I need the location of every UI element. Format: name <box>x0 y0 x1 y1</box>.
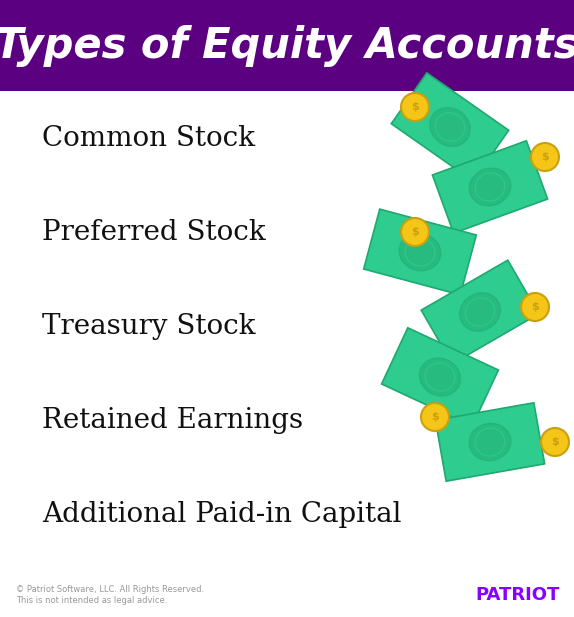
Ellipse shape <box>430 107 470 146</box>
Text: $: $ <box>431 412 439 422</box>
Text: $: $ <box>411 227 419 237</box>
Polygon shape <box>382 328 498 426</box>
Bar <box>0 0 574 91</box>
Text: Common Stock: Common Stock <box>42 125 255 152</box>
Circle shape <box>531 143 559 171</box>
Text: Types of Equity Accounts: Types of Equity Accounts <box>0 25 574 67</box>
Circle shape <box>401 93 429 121</box>
Polygon shape <box>391 73 509 181</box>
Text: $: $ <box>551 437 559 447</box>
Ellipse shape <box>469 423 511 461</box>
Circle shape <box>541 428 569 456</box>
Text: Preferred Stock: Preferred Stock <box>42 219 266 246</box>
Polygon shape <box>432 141 548 233</box>
Polygon shape <box>435 403 545 481</box>
Ellipse shape <box>420 358 460 396</box>
Ellipse shape <box>460 293 501 331</box>
Text: $: $ <box>411 102 419 112</box>
Ellipse shape <box>470 168 511 206</box>
Circle shape <box>521 293 549 321</box>
Text: $: $ <box>531 302 539 312</box>
Circle shape <box>421 403 449 431</box>
Text: Retained Earnings: Retained Earnings <box>42 407 303 434</box>
Circle shape <box>401 218 429 246</box>
Text: $: $ <box>541 152 549 162</box>
Text: © Patriot Software, LLC. All Rights Reserved.
This is not intended as legal advi: © Patriot Software, LLC. All Rights Rese… <box>16 584 204 605</box>
Text: PATRIOT: PATRIOT <box>476 586 560 604</box>
Ellipse shape <box>399 233 441 271</box>
Polygon shape <box>421 260 539 364</box>
Text: Additional Paid-in Capital: Additional Paid-in Capital <box>42 502 401 528</box>
Text: Treasury Stock: Treasury Stock <box>42 313 255 340</box>
Polygon shape <box>364 209 476 295</box>
